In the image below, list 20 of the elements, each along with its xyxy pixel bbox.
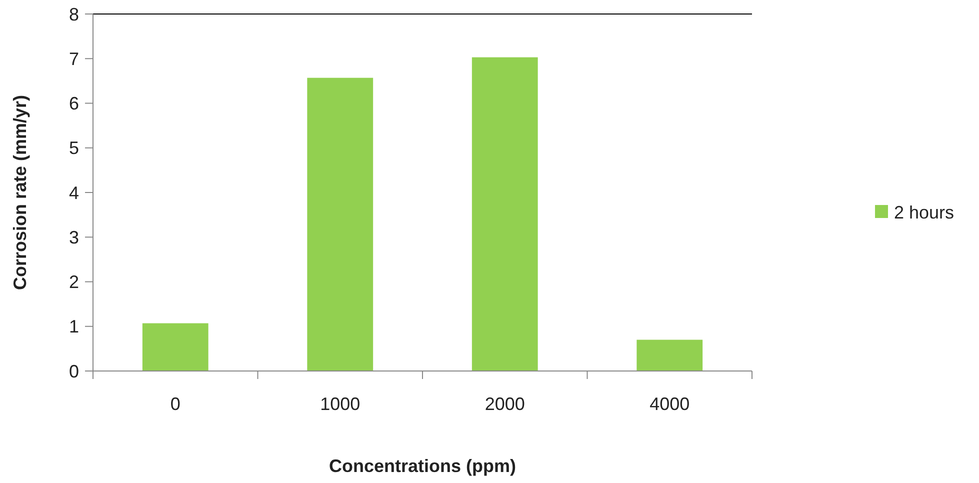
y-tick-label: 4 <box>68 182 79 203</box>
x-tick-label: 2000 <box>484 394 525 414</box>
y-tick-label: 6 <box>68 94 79 114</box>
bar <box>307 78 374 371</box>
x-axis-title: Concentrations (ppm) <box>329 456 516 476</box>
bar <box>142 323 208 371</box>
y-tick-label: 5 <box>68 138 79 158</box>
bar <box>472 57 538 371</box>
y-tick-label: 2 <box>68 272 79 292</box>
y-tick-label: 0 <box>68 361 79 382</box>
x-tick-label: 4000 <box>650 394 690 414</box>
y-tick-label: 3 <box>68 227 79 248</box>
y-axis-title: Corrosion rate (mm/yr) <box>10 94 30 290</box>
y-tick-label: 8 <box>68 4 79 24</box>
y-tick-label: 1 <box>68 316 79 337</box>
y-tick-label: 7 <box>68 48 79 69</box>
x-tick-label: 1000 <box>320 394 360 414</box>
x-tick-label: 0 <box>170 394 180 414</box>
legend-label: 2 hours <box>894 202 954 222</box>
bar <box>636 340 703 371</box>
